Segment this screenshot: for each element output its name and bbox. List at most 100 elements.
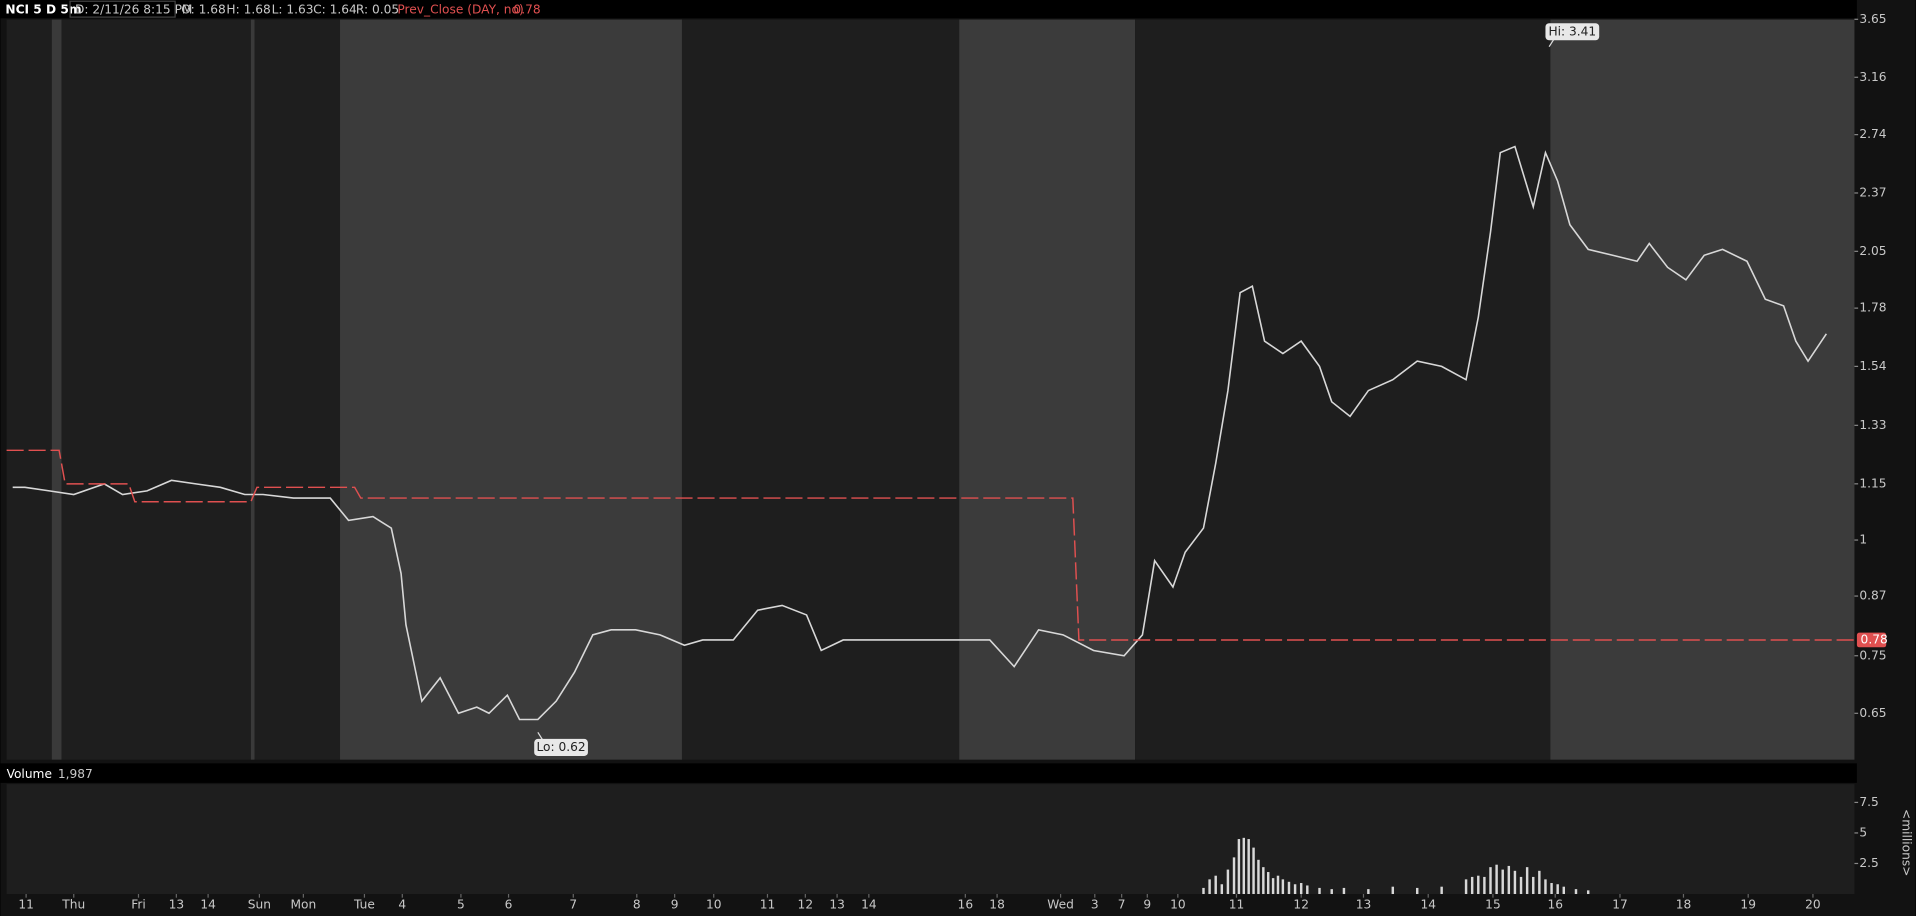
y-tick-label: 3.16 <box>1859 70 1886 84</box>
volume-bar <box>1299 883 1303 895</box>
volume-bar <box>1306 885 1309 895</box>
volume-bar <box>1489 867 1492 895</box>
volume-bar <box>1525 867 1529 895</box>
band <box>1550 19 1855 760</box>
study-value: 0.78 <box>513 2 540 16</box>
band <box>340 19 682 760</box>
volume-bar <box>1226 869 1230 895</box>
volume-bar <box>1416 887 1419 895</box>
volume-bar <box>1513 870 1517 895</box>
x-tick-label: 4 <box>398 898 406 912</box>
header-bg <box>0 0 1857 19</box>
x-tick-label: 13 <box>1356 898 1372 912</box>
open: O: 1.68 <box>181 2 226 16</box>
volume-bar <box>1257 859 1260 895</box>
volume-bar <box>1276 875 1280 895</box>
volume-header-bg <box>0 763 1857 783</box>
volume-bar <box>1252 847 1255 895</box>
y-tick-label: 7.5 <box>1859 795 1878 809</box>
y-tick-label: 3.65 <box>1859 12 1886 26</box>
x-tick-label: Fri <box>131 898 146 912</box>
x-tick-label: 13 <box>169 898 185 912</box>
volume-bar <box>1287 881 1291 895</box>
volume-bar <box>1550 883 1553 895</box>
volume-bar <box>1556 884 1559 895</box>
x-tick-label: Thu <box>61 898 85 912</box>
band <box>959 19 1136 760</box>
y-tick-label: 5 <box>1859 825 1867 839</box>
x-tick-label: Tue <box>353 898 375 912</box>
volume-bar <box>1538 870 1541 895</box>
band <box>250 19 255 760</box>
volume-bar <box>1220 884 1224 895</box>
volume-bar <box>1586 890 1590 895</box>
x-tick-label: 10 <box>706 898 722 912</box>
x-tick-label: 14 <box>1420 898 1436 912</box>
volume-bar <box>1470 876 1474 895</box>
y-tick-label: 1.78 <box>1859 301 1886 315</box>
range: R: 0.05 <box>356 2 399 16</box>
x-tick-label: 9 <box>671 898 679 912</box>
volume-bar <box>1544 879 1547 895</box>
y-tick-label: 0.87 <box>1859 589 1886 603</box>
study[interactable]: Prev_Close (DAY, no) <box>397 2 523 16</box>
x-tick-label: 5 <box>457 898 465 912</box>
volume-bar <box>1501 869 1504 895</box>
x-tick-label: 19 <box>1740 898 1756 912</box>
price-label: 0.78 <box>1861 632 1888 646</box>
x-tick-label: 10 <box>1170 898 1186 912</box>
annotation-leader <box>1548 38 1555 47</box>
annotation-leader <box>537 731 544 741</box>
volume-bar <box>1507 865 1511 895</box>
annotation-box <box>1545 23 1600 41</box>
volume-bar <box>1391 886 1395 895</box>
x-tick-label: 17 <box>1612 898 1628 912</box>
y-tick-label: 0.75 <box>1859 648 1886 662</box>
volume-bar <box>1262 867 1265 895</box>
symbol[interactable]: NCI 5 D 5m <box>5 2 81 16</box>
x-tick-label: 18 <box>989 898 1005 912</box>
date: D: 2/11/26 8:15 PM <box>75 2 192 16</box>
volume-bar <box>1464 879 1468 895</box>
box <box>69 0 176 18</box>
y-tick-label: 2.05 <box>1859 244 1886 258</box>
y-tick-label: 2.5 <box>1859 856 1878 870</box>
x-tick-label: 3 <box>1091 898 1099 912</box>
volume-value: 1,987 <box>58 767 93 781</box>
y-tick-label: 1.54 <box>1859 359 1886 373</box>
y-tick-label: 2.37 <box>1859 185 1886 199</box>
y-tick-label: 2.74 <box>1859 127 1886 141</box>
volume-bar <box>1293 884 1297 895</box>
x-tick-label: 18 <box>1676 898 1692 912</box>
x-tick-label: 7 <box>569 898 577 912</box>
x-tick-label: 16 <box>958 898 974 912</box>
volume-bar <box>1266 872 1270 895</box>
x-tick-label: 15 <box>1485 898 1501 912</box>
volume-title: Volume <box>7 767 52 781</box>
x-tick-label: 7 <box>1118 898 1126 912</box>
x-tick-label: 8 <box>633 898 641 912</box>
close: C: 1.64 <box>313 2 357 16</box>
volume-bar <box>1271 878 1275 895</box>
volume-bar <box>1367 889 1370 895</box>
band <box>51 19 62 760</box>
low: L: 1.63 <box>272 2 314 16</box>
x-tick-label: 12 <box>1293 898 1309 912</box>
y-tick-label: 1.15 <box>1859 476 1886 490</box>
annotation-box <box>534 738 588 757</box>
annotation-label: Lo: 0.62 <box>536 740 585 754</box>
volume-bar <box>1483 876 1486 895</box>
volume-bar <box>1562 886 1566 895</box>
high: H: 1.68 <box>226 2 270 16</box>
volume-bar <box>1281 879 1285 895</box>
band <box>61 19 251 760</box>
volume-bar <box>1232 857 1236 895</box>
session-bands <box>6 19 1855 895</box>
volume-header: Volume 1,987 <box>0 763 1857 783</box>
volume-bar <box>1519 876 1523 895</box>
band <box>6 19 52 760</box>
series-line <box>6 449 1855 641</box>
volume-bar <box>1318 887 1321 895</box>
volume-bar <box>1208 879 1211 895</box>
